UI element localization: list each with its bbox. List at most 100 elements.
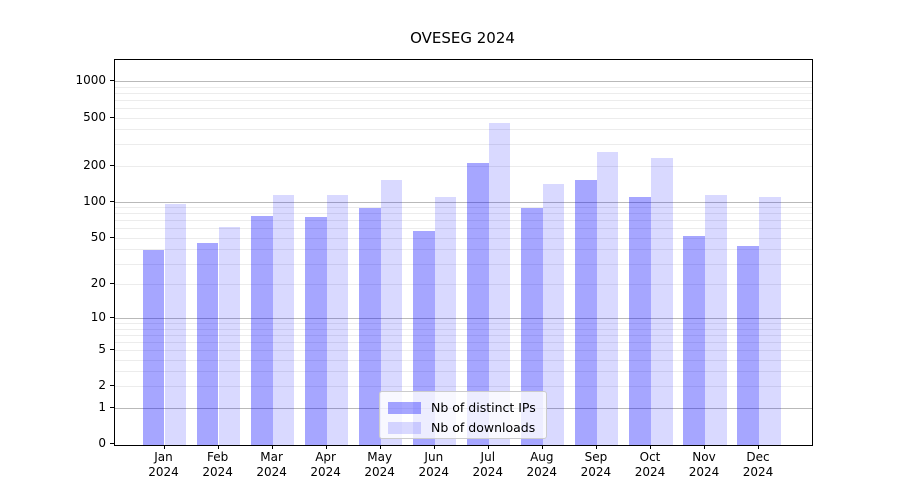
legend-swatch-downloads-icon (388, 421, 421, 434)
minor-gridline (115, 144, 812, 146)
minor-gridline (115, 220, 812, 222)
y-tick-label: 1000 (75, 73, 106, 88)
minor-gridline (115, 93, 812, 94)
minor-gridline (115, 328, 812, 330)
x-tick-label-sep: Sep 2024 (580, 450, 612, 479)
x-tick-label-nov: Nov 2024 (688, 450, 720, 479)
minor-gridline (115, 263, 812, 265)
x-tick-label-may: May 2024 (364, 450, 395, 479)
minor-gridline (115, 108, 812, 109)
plot-area: Nb of distinct IPs Nb of downloads (114, 59, 813, 446)
x-tick-label-jan: Jan 2024 (148, 450, 179, 479)
minor-gridline (115, 207, 812, 209)
bar-apr-downloads (326, 194, 349, 445)
legend: Nb of distinct IPs Nb of downloads (379, 391, 547, 439)
y-tick-mark (110, 406, 114, 408)
y-tick-label: 5 (98, 341, 106, 356)
x-tick-label-aug: Aug 2024 (526, 450, 558, 479)
bar-jul-distinct-ips (467, 163, 489, 445)
minor-gridline (115, 213, 812, 215)
bar-jan-distinct-ips (142, 250, 165, 445)
minor-gridline (115, 371, 812, 373)
legend-item-downloads: Nb of downloads (388, 419, 538, 436)
bar-nov-distinct-ips (683, 235, 705, 445)
legend-item-distinct-ips: Nb of distinct IPs (388, 399, 538, 416)
minor-gridline (115, 86, 812, 88)
bar-nov-downloads (705, 194, 727, 445)
x-tick-mark (541, 445, 543, 449)
y-tick-mark (110, 80, 114, 82)
minor-gridline (115, 237, 812, 239)
legend-label-distinct-ips: Nb of distinct IPs (431, 400, 536, 415)
bar-aug-downloads (542, 184, 565, 445)
minor-gridline (115, 359, 812, 361)
minor-gridline (115, 323, 812, 325)
bar-oct-downloads (651, 157, 673, 445)
y-tick-label: 0 (98, 436, 106, 450)
bar-dec-downloads (759, 197, 781, 445)
x-tick-label-mar: Mar 2024 (256, 450, 287, 479)
bar-jun-downloads (434, 196, 457, 445)
x-tick-mark (217, 445, 219, 449)
minor-gridline (115, 386, 812, 388)
bar-feb-distinct-ips (196, 242, 219, 445)
y-tick-label: 100 (83, 193, 106, 208)
bar-sep-distinct-ips (575, 179, 597, 445)
x-tick-label-apr: Apr 2024 (310, 450, 341, 479)
minor-gridline (115, 249, 812, 250)
y-tick-label: 2 (98, 378, 106, 393)
y-tick-label: 10 (90, 310, 106, 325)
major-gridline (115, 81, 812, 83)
y-tick-mark (110, 283, 114, 285)
x-tick-mark (163, 445, 165, 449)
x-tick-mark (758, 445, 759, 449)
y-tick-label: 1 (98, 399, 106, 414)
y-tick-label: 50 (90, 229, 106, 244)
x-tick-mark (379, 445, 381, 449)
x-tick-mark (433, 445, 435, 449)
y-tick-mark (110, 236, 114, 238)
bar-feb-downloads (218, 226, 241, 445)
bar-dec-distinct-ips (737, 246, 759, 445)
bar-aug-distinct-ips (521, 208, 543, 445)
x-tick-mark (704, 445, 705, 449)
minor-gridline (115, 129, 812, 131)
bar-oct-distinct-ips (629, 196, 651, 445)
bar-apr-distinct-ips (305, 216, 327, 445)
legend-swatch-distinct-ips-icon (388, 401, 421, 414)
bar-mar-downloads (272, 195, 295, 445)
y-tick-mark (110, 200, 114, 202)
bar-may-downloads (380, 179, 403, 445)
bar-may-distinct-ips (359, 208, 381, 445)
x-tick-label-jun: Jun 2024 (418, 450, 450, 479)
y-tick-mark (110, 116, 114, 118)
x-tick-label-dec: Dec 2024 (742, 450, 774, 479)
x-tick-mark (650, 445, 651, 449)
bar-sep-downloads (596, 152, 619, 445)
x-tick-mark (271, 445, 273, 449)
major-gridline (115, 201, 812, 203)
y-tick-mark (110, 317, 114, 319)
major-gridline (115, 318, 812, 320)
chart-title: OVESEG 2024 (410, 29, 515, 47)
minor-gridline (115, 117, 812, 119)
legend-label-downloads: Nb of downloads (431, 420, 536, 435)
y-tick-label: 500 (83, 109, 106, 124)
minor-gridline (115, 349, 812, 351)
bar-jan-downloads (164, 204, 187, 445)
y-tick-mark (110, 164, 114, 166)
minor-gridline (115, 100, 812, 101)
x-tick-mark (487, 445, 489, 449)
x-tick-mark (325, 445, 327, 449)
y-tick-mark (110, 443, 114, 444)
y-tick-label: 20 (90, 276, 106, 291)
bar-mar-distinct-ips (251, 215, 273, 445)
y-tick-mark (110, 348, 114, 350)
minor-gridline (115, 165, 812, 167)
bar-jul-downloads (488, 123, 511, 445)
x-tick-mark (595, 445, 597, 449)
y-tick-label: 200 (83, 157, 106, 172)
minor-gridline (115, 341, 812, 343)
x-tick-label-oct: Oct 2024 (634, 450, 666, 479)
x-tick-label-jul: Jul 2024 (472, 450, 504, 479)
